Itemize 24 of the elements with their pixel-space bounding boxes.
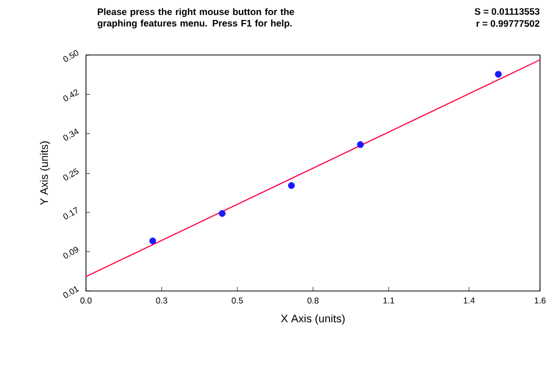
y-tick-label: 0.50 <box>63 50 78 62</box>
y-tick-label: 0.17 <box>63 206 78 220</box>
y-tick-label: 0.25 <box>63 168 78 180</box>
text: S = 0.01113553 <box>474 8 540 15</box>
text: r = 0.99777502 <box>476 20 540 27</box>
x-tick-label: 0.8 <box>307 298 319 304</box>
y-axis-title: Y Axis (units) <box>40 141 50 206</box>
y-tick-label: 0.09 <box>63 246 78 258</box>
y-tick-label: 0.01 <box>63 286 80 298</box>
point <box>356 141 364 148</box>
point <box>288 182 295 189</box>
text: Please press the right mouse button for the graphing features menu. Press F1 for help. <box>98 8 294 28</box>
point <box>218 210 226 217</box>
x-tick-label: 0.0 <box>80 298 92 304</box>
point <box>494 70 502 78</box>
x-axis-title: X Axis (units) <box>280 314 345 325</box>
point <box>149 238 156 244</box>
x-tick-label: 1.1 <box>383 298 394 304</box>
x-tick-label: 1.4 <box>464 298 475 304</box>
x-tick-label: 1.6 <box>534 298 546 304</box>
y-tick-label: 0.34 <box>63 128 79 140</box>
y-tick-label: 0.42 <box>63 89 80 102</box>
x-tick-label: 0.5 <box>232 298 243 304</box>
x-tick-label: 0.3 <box>156 298 168 304</box>
